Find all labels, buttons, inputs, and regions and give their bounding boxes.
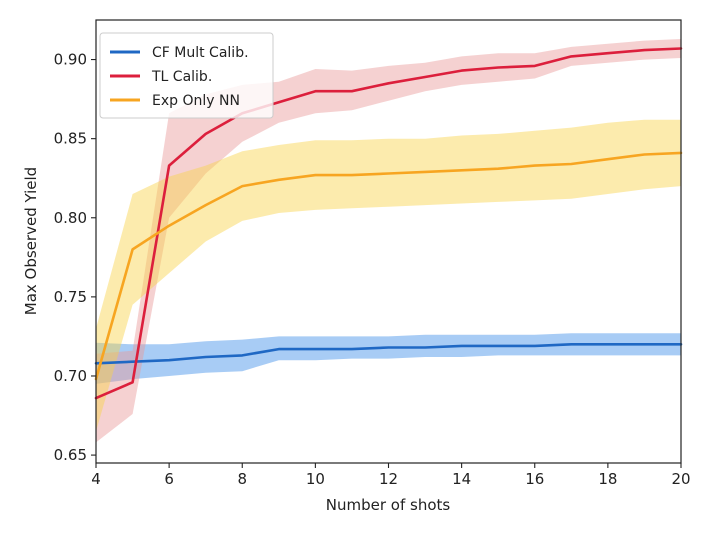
band-exp-only-nn — [96, 119, 681, 432]
y-axis-title: Max Observed Yield — [22, 167, 40, 315]
x-tick-label: 6 — [164, 470, 174, 488]
legend-label: TL Calib. — [151, 69, 212, 85]
x-axis-ticks: 4 6 8 10 12 14 16 18 20 — [91, 463, 691, 488]
y-tick-label: 0.75 — [54, 288, 87, 306]
x-axis-title: Number of shots — [326, 496, 451, 514]
x-tick-label: 16 — [525, 470, 544, 488]
legend-box — [99, 32, 274, 119]
legend: CF Mult Calib. TL Calib. Exp Only NN — [99, 32, 274, 119]
y-tick-label: 0.90 — [54, 51, 87, 69]
y-tick-label: 0.80 — [54, 209, 87, 227]
y-tick-label: 0.70 — [54, 367, 87, 385]
x-tick-label: 8 — [237, 470, 247, 488]
x-tick-label: 4 — [91, 470, 101, 488]
series-line-exp-only-nn — [94, 151, 683, 381]
series-line-cf-mult-calib — [94, 342, 683, 365]
legend-label: Exp Only NN — [152, 93, 240, 109]
x-tick-label: 20 — [671, 470, 690, 488]
x-tick-label: 12 — [379, 470, 398, 488]
y-axis-ticks: 0.65 0.70 0.75 0.80 0.85 0.90 — [54, 51, 96, 464]
band-tl-calib — [96, 39, 681, 443]
y-tick-label: 0.85 — [54, 130, 87, 148]
series-line-tl-calib — [94, 47, 683, 400]
series-lines — [94, 47, 683, 400]
x-tick-label: 10 — [306, 470, 325, 488]
x-tick-label: 18 — [598, 470, 617, 488]
y-tick-label: 0.65 — [54, 446, 87, 464]
legend-label: CF Mult Calib. — [152, 45, 249, 61]
x-tick-label: 14 — [452, 470, 471, 488]
